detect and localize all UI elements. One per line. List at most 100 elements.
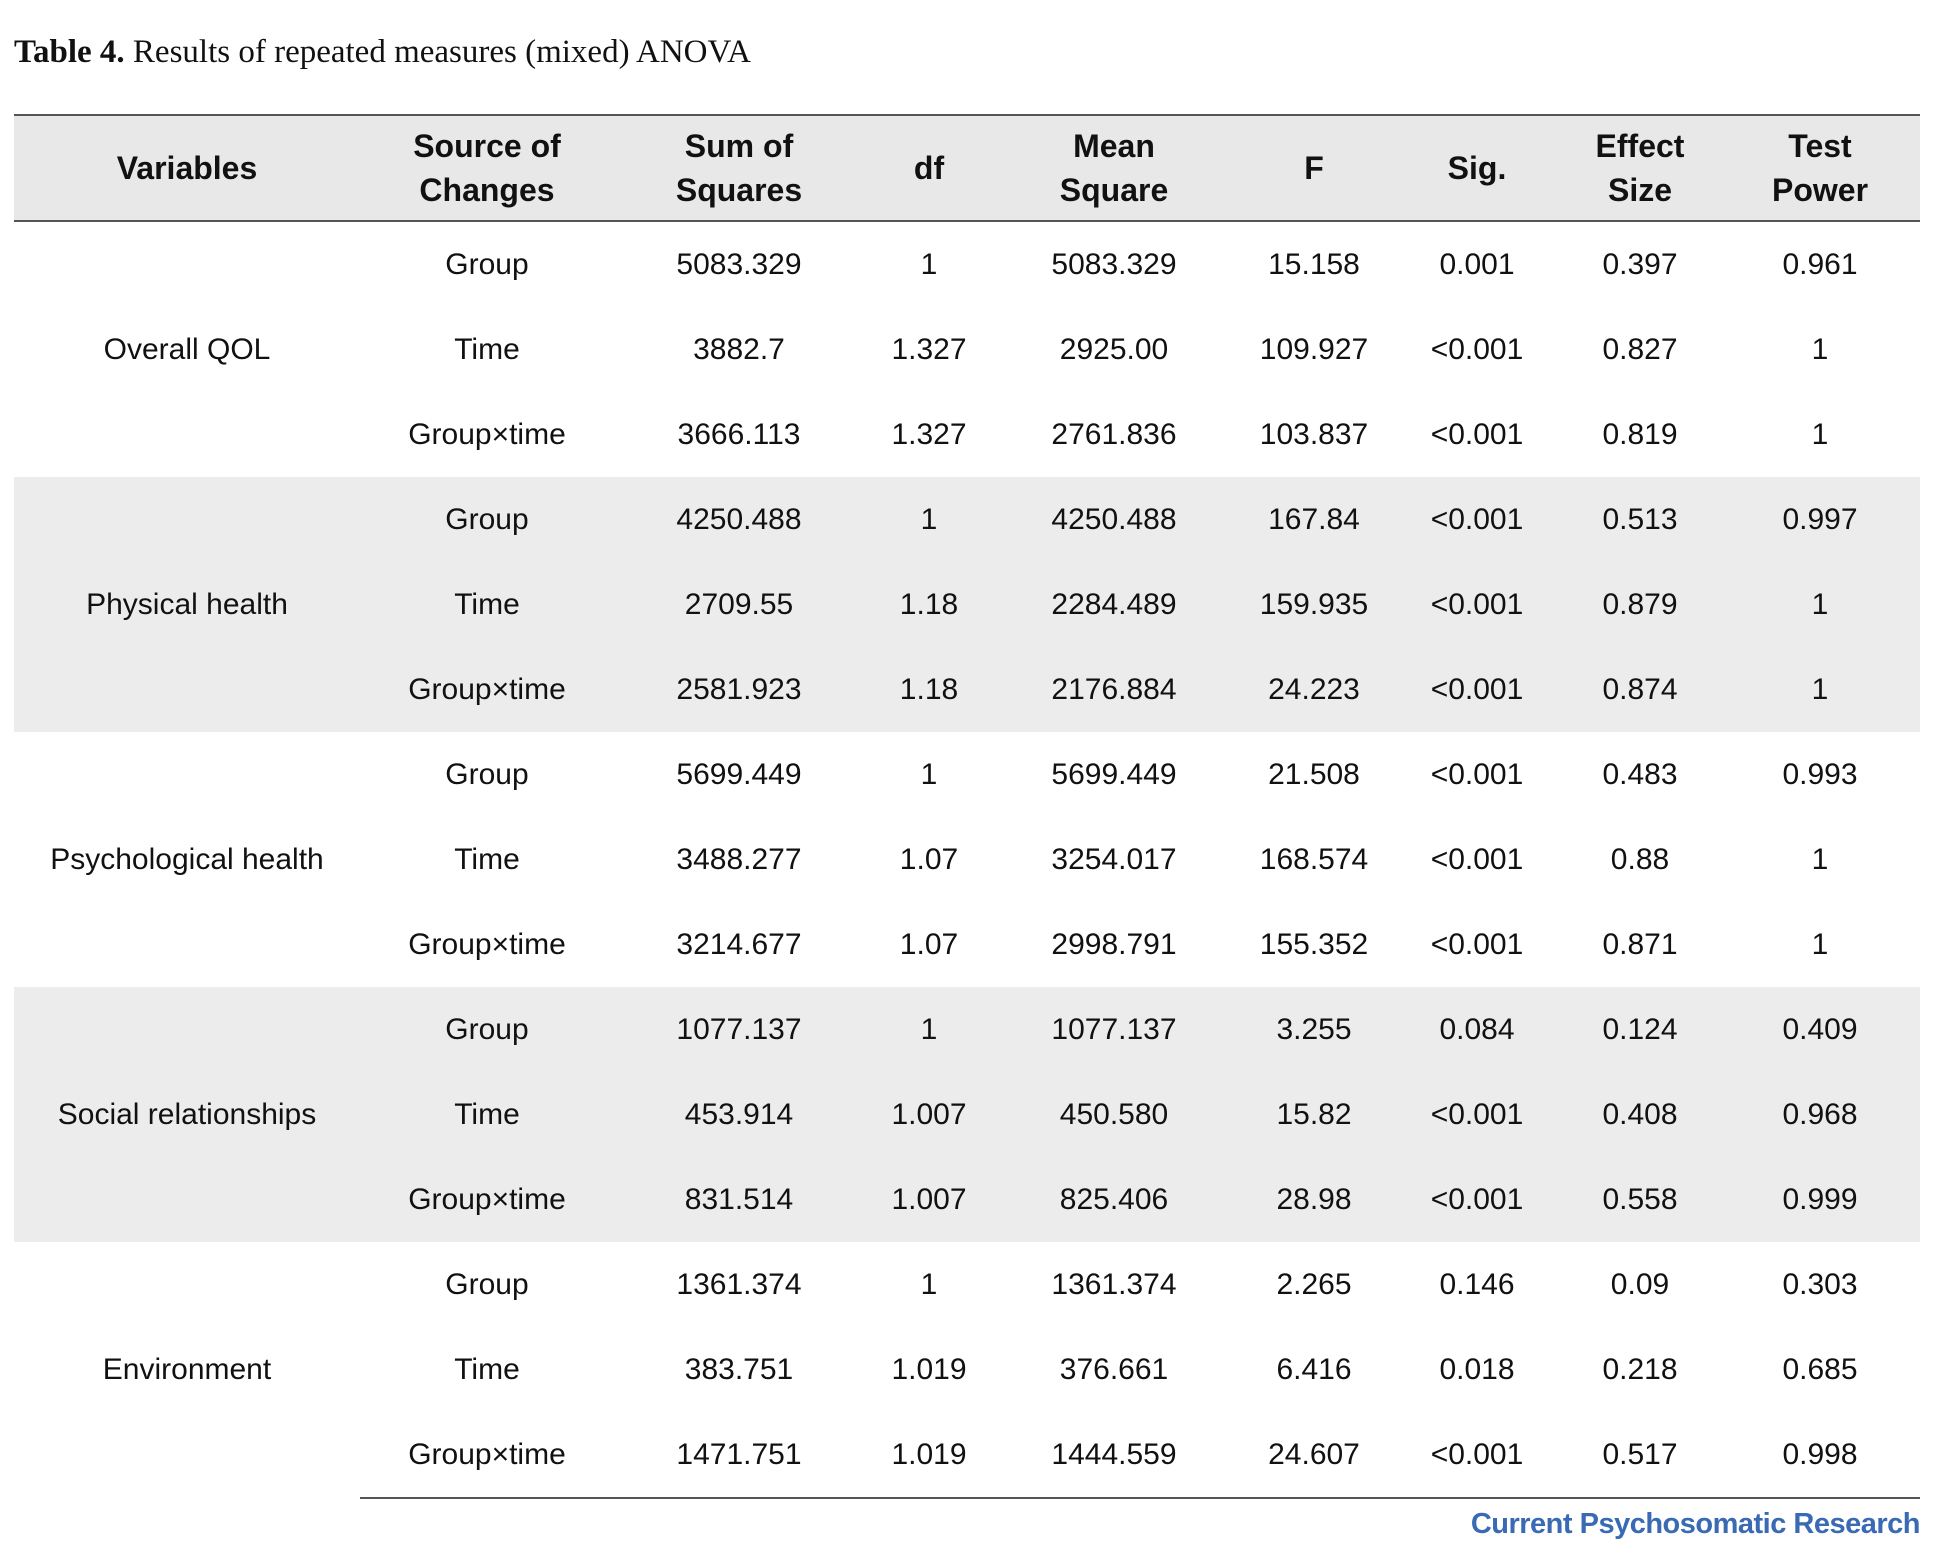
sig-cell: <0.001 <box>1430 332 1524 366</box>
source-cell: Group <box>445 757 529 791</box>
test-power-cell: 1 <box>1720 562 1920 647</box>
table-row: Overall QOL Group 5083.329 1 5083.329 15.158 0… <box>14 221 1920 366</box>
sum-of-squares-cell: 1471.751 <box>614 1412 864 1499</box>
sum-of-squares-cell: 3666.113 <box>677 417 801 451</box>
sum-of-squares-cell: 831.514 <box>614 1157 864 1242</box>
test-power-cell: 0.997 <box>1720 477 1920 562</box>
table-caption-label: Table 4. <box>14 34 125 70</box>
effect-size-cell: 0.513 <box>1560 477 1720 562</box>
effect-size-cell: 0.408 <box>1560 1072 1720 1157</box>
effect-size-cell: 0.88 <box>1610 842 1670 876</box>
anova-table: Variables Source of Changes Sum of Squares… <box>14 114 1920 1499</box>
f-cell: 3.255 <box>1234 987 1394 1072</box>
mean-square-cell: 4250.488 <box>994 477 1234 562</box>
df-cell: 1.007 <box>864 1157 994 1242</box>
mean-square-cell: 1077.137 <box>994 987 1234 1072</box>
source-cell: Group×time <box>360 1412 614 1499</box>
mean-square-cell: 2284.489 <box>994 562 1234 647</box>
test-power-cell: 1 <box>1811 842 1829 876</box>
variable-cell: Social relationships <box>14 987 360 1242</box>
source-cell: Time <box>454 842 520 876</box>
table-row: Group×time 3666.113 1.327 2761.836 103.837 <0… <box>14 392 1920 477</box>
df-cell: 1.07 <box>899 842 959 876</box>
f-cell: 15.82 <box>1234 1072 1394 1157</box>
variable-cell: Psychological health <box>50 842 324 876</box>
test-power-cell: 0.303 <box>1782 1267 1858 1301</box>
df-cell: 1 <box>920 247 938 281</box>
source-cell: Time <box>454 1352 520 1386</box>
df-cell: 1.019 <box>864 1412 994 1499</box>
anova-table-container: Variables Source of Changes Sum of Squares… <box>14 114 1920 1499</box>
effect-size-cell: 0.397 <box>1602 247 1678 281</box>
test-power-cell: 0.998 <box>1720 1412 1920 1499</box>
header-row: Variables Source of Changes Sum of Squares… <box>14 114 1920 222</box>
source-cell: Group×time <box>408 927 566 961</box>
source-cell: Time <box>360 1072 614 1157</box>
f-cell: 109.927 <box>1259 332 1369 366</box>
sum-of-squares-cell: 5699.449 <box>676 757 802 791</box>
f-cell: 28.98 <box>1234 1157 1394 1242</box>
table-row: Environment Group 1361.374 1 1361.374 2.265 0.… <box>14 1242 1920 1387</box>
f-cell: 21.508 <box>1268 757 1360 791</box>
f-cell: 24.223 <box>1234 647 1394 732</box>
f-cell: 159.935 <box>1234 562 1394 647</box>
table-row: Time 383.751 1.019 376.661 6.416 0.018 0.218 0.… <box>14 1327 1920 1412</box>
sum-of-squares-cell: 383.751 <box>684 1352 794 1386</box>
effect-size-cell: 0.09 <box>1610 1267 1670 1301</box>
table-row: Psychological health Group 5699.449 1 5699.4… <box>14 732 1920 876</box>
sig-cell: <0.001 <box>1430 842 1524 876</box>
sum-of-squares-cell: 5083.329 <box>676 247 802 281</box>
effect-size-cell: 0.819 <box>1602 417 1678 451</box>
df-cell: 1 <box>864 477 994 562</box>
source-cell: Group <box>360 477 614 562</box>
df-cell: 1 <box>920 1267 938 1301</box>
sig-cell: 0.146 <box>1439 1267 1515 1301</box>
effect-size-cell: 0.218 <box>1602 1352 1678 1386</box>
sum-of-squares-cell: 1077.137 <box>614 987 864 1072</box>
df-cell: 1.18 <box>864 562 994 647</box>
test-power-cell: 0.685 <box>1782 1352 1858 1386</box>
mean-square-cell: 3254.017 <box>1051 842 1177 876</box>
effect-size-cell: 0.483 <box>1602 757 1678 791</box>
sum-of-squares-cell: 1361.374 <box>676 1267 802 1301</box>
mean-square-cell: 825.406 <box>994 1157 1234 1242</box>
header-test-power: Test Power <box>1720 114 1920 222</box>
sum-of-squares-cell: 3488.277 <box>676 842 802 876</box>
sig-cell: 0.018 <box>1439 1352 1515 1386</box>
mean-square-cell: 2176.884 <box>994 647 1234 732</box>
test-power-cell: 1 <box>1811 417 1829 451</box>
header-sig: Sig. <box>1394 114 1560 222</box>
source-cell: Time <box>360 562 614 647</box>
variable-cell: Overall QOL <box>103 332 271 366</box>
effect-size-cell: 0.827 <box>1602 332 1678 366</box>
sig-cell: <0.001 <box>1430 927 1524 961</box>
sig-cell: <0.001 <box>1394 1412 1560 1499</box>
header-sum-of-squares: Sum of Squares <box>614 114 864 222</box>
source-cell: Group×time <box>408 417 566 451</box>
f-cell: 167.84 <box>1234 477 1394 562</box>
header-f: F <box>1234 114 1394 222</box>
f-cell: 168.574 <box>1259 842 1369 876</box>
test-power-cell: 0.999 <box>1720 1157 1920 1242</box>
variable-cell: Environment <box>102 1353 272 1386</box>
sum-of-squares-cell: 3882.7 <box>693 332 785 366</box>
df-cell: 1 <box>864 987 994 1072</box>
table-row: Social relationships Group 1077.137 1 1077.1… <box>14 987 1920 1242</box>
test-power-cell: 1 <box>1811 332 1829 366</box>
effect-size-cell: 0.874 <box>1560 647 1720 732</box>
effect-size-cell: 0.124 <box>1560 987 1720 1072</box>
mean-square-cell: 2925.00 <box>1059 332 1169 366</box>
df-cell: 1 <box>920 757 938 791</box>
df-cell: 1.019 <box>891 1352 967 1386</box>
variable-cell: Physical health <box>14 477 360 732</box>
test-power-cell: 0.968 <box>1720 1072 1920 1157</box>
mean-square-cell: 450.580 <box>994 1072 1234 1157</box>
source-cell: Group×time <box>360 1157 614 1242</box>
table-row: Group×time 1471.751 1.019 1444.559 24.607 <0.… <box>14 1412 1920 1499</box>
test-power-cell: 0.993 <box>1782 757 1858 791</box>
source-cell: Group <box>360 987 614 1072</box>
mean-square-cell: 2761.836 <box>1051 417 1177 451</box>
f-cell: 15.158 <box>1268 247 1360 281</box>
sum-of-squares-cell: 2709.55 <box>614 562 864 647</box>
mean-square-cell: 5083.329 <box>1051 247 1177 281</box>
